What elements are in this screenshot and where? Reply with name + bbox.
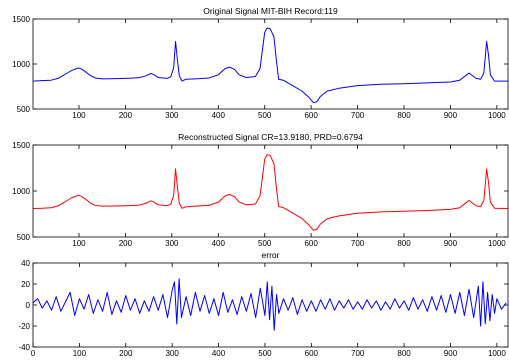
x-tick-label: 100	[72, 239, 86, 248]
x-tick-label: 200	[119, 349, 133, 358]
x-tick-label: 500	[258, 239, 272, 248]
x-tick-label: 0	[31, 349, 36, 358]
x-tick-label: 600	[304, 111, 318, 120]
x-tick-label: 700	[351, 111, 365, 120]
x-tick-label: 400	[212, 349, 226, 358]
x-tick-label: 500	[258, 349, 272, 358]
y-tick-label: 20	[21, 280, 30, 289]
x-tick-label: 400	[212, 239, 226, 248]
x-tick-label: 500	[258, 111, 272, 120]
x-tick-label: 1000	[488, 111, 506, 120]
x-tick-label: 1000	[488, 239, 506, 248]
x-tick-label: 600	[305, 349, 319, 358]
y-tick-label: 500	[17, 105, 31, 114]
y-tick-label: 0	[26, 301, 31, 310]
x-tick-label: 300	[165, 239, 179, 248]
x-tick-label: 600	[304, 239, 318, 248]
y-tick-label: 1500	[12, 15, 30, 24]
x-tick-label: 200	[119, 111, 133, 120]
y-tick-label: 1500	[12, 141, 30, 150]
axes-box	[32, 18, 509, 110]
x-tick-label: 1000	[488, 349, 506, 358]
x-tick-label: 700	[351, 349, 365, 358]
chart-panel-2: Reconstructed Signal CR=13.9180, PRD=0.6…	[12, 132, 509, 248]
x-tick-label: 200	[119, 239, 133, 248]
x-tick-label: 900	[444, 349, 458, 358]
y-tick-label: 1000	[12, 60, 30, 69]
y-tick-label: 40	[21, 259, 30, 268]
axes-box	[32, 144, 509, 238]
chart-panel-1: Original Signal MIT-BIH Record:119 100 200…	[12, 6, 509, 120]
x-tick-label: 900	[444, 111, 458, 120]
series-line-1	[32, 27, 508, 104]
x-tick-label: 700	[351, 239, 365, 248]
y-tick-label: 1000	[12, 187, 30, 196]
series-line-1	[32, 154, 509, 231]
chart-title: error	[262, 250, 280, 260]
chart-title: Reconstructed Signal CR=13.9180, PRD=0.6…	[178, 132, 363, 142]
series-line-1	[32, 278, 507, 331]
x-tick-label: 800	[397, 239, 411, 248]
x-tick-label: 100	[72, 111, 86, 120]
y-tick-label: 500	[17, 233, 31, 242]
x-tick-label: 300	[165, 349, 179, 358]
x-tick-label: 800	[397, 349, 411, 358]
x-tick-label: 800	[397, 111, 411, 120]
y-tick-label: -20	[18, 322, 30, 331]
y-tick-label: -40	[18, 343, 30, 352]
x-tick-label: 300	[165, 111, 179, 120]
chart-title: Original Signal MIT-BIH Record:119	[203, 6, 338, 16]
x-tick-label: 100	[73, 349, 87, 358]
x-tick-label: 400	[212, 111, 226, 120]
x-tick-label: 900	[444, 239, 458, 248]
